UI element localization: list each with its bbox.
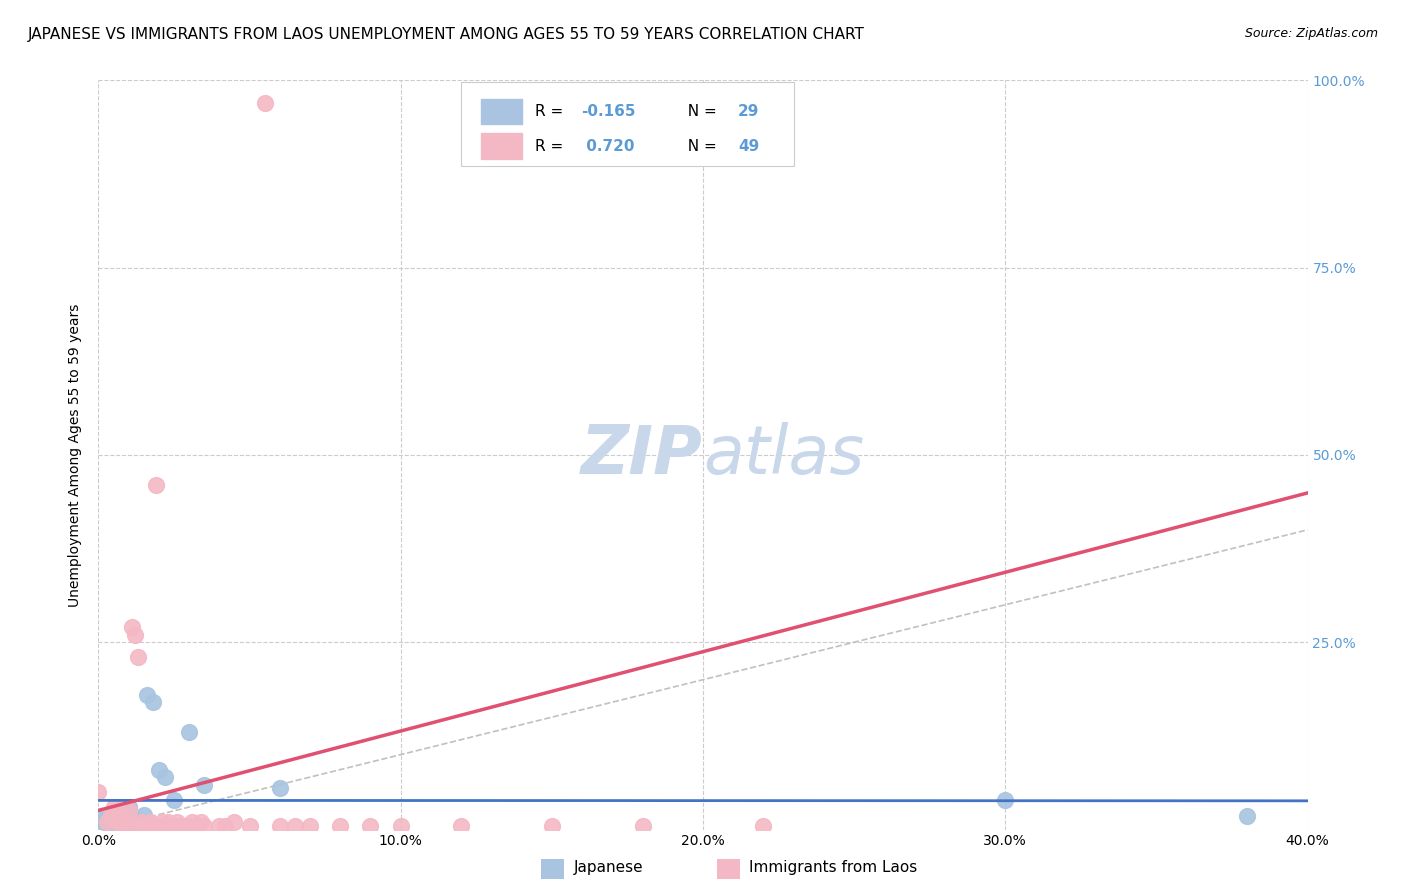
Text: ZIP: ZIP	[581, 422, 703, 488]
Point	[166, 815, 188, 830]
Point	[118, 804, 141, 818]
Point	[127, 815, 149, 830]
Point	[208, 819, 231, 833]
Point	[103, 800, 125, 814]
Text: N =: N =	[678, 139, 721, 153]
Point	[163, 792, 186, 806]
Point	[156, 815, 179, 830]
Text: 49: 49	[738, 139, 759, 153]
Point	[111, 815, 134, 830]
Point	[193, 819, 215, 833]
Text: 29: 29	[738, 104, 759, 120]
Point	[631, 819, 654, 833]
Point	[111, 819, 134, 833]
Point	[239, 819, 262, 833]
Point	[172, 819, 194, 833]
Point	[142, 819, 165, 833]
Point	[224, 815, 246, 830]
Point	[118, 800, 141, 814]
Point	[190, 815, 212, 830]
Point	[108, 807, 131, 822]
Point	[105, 815, 128, 830]
Point	[153, 819, 176, 833]
Y-axis label: Unemployment Among Ages 55 to 59 years: Unemployment Among Ages 55 to 59 years	[69, 303, 83, 607]
Point	[169, 819, 191, 833]
Point	[108, 807, 131, 822]
Point	[284, 819, 307, 833]
Point	[121, 620, 143, 634]
Text: -0.165: -0.165	[581, 104, 636, 120]
Point	[127, 650, 149, 665]
Point	[269, 819, 291, 833]
Point	[127, 819, 149, 833]
FancyBboxPatch shape	[481, 134, 522, 159]
Point	[269, 781, 291, 796]
Point	[114, 811, 136, 825]
Point	[111, 804, 134, 818]
Point	[540, 819, 562, 833]
Text: Japanese: Japanese	[574, 860, 644, 874]
Point	[160, 819, 183, 833]
Point	[118, 815, 141, 830]
Point	[148, 763, 170, 777]
Point	[87, 785, 110, 799]
Point	[108, 814, 131, 828]
FancyBboxPatch shape	[481, 99, 522, 125]
Point	[758, 95, 780, 110]
Point	[450, 819, 472, 833]
Point	[124, 628, 146, 642]
Point	[132, 807, 155, 822]
Point	[214, 819, 236, 833]
Point	[148, 819, 170, 833]
Point	[114, 815, 136, 830]
Point	[181, 815, 204, 830]
Point	[96, 815, 118, 830]
Point	[96, 811, 118, 825]
Point	[193, 778, 215, 792]
Point	[135, 819, 157, 833]
Point	[163, 819, 186, 833]
Point	[389, 819, 412, 833]
Point	[100, 815, 122, 830]
Point	[100, 807, 122, 822]
Point	[253, 95, 276, 110]
Text: atlas: atlas	[703, 422, 865, 488]
Point	[145, 478, 167, 492]
Point	[132, 819, 155, 833]
Point	[129, 815, 152, 830]
Point	[153, 770, 176, 784]
Point	[752, 819, 775, 833]
Point	[994, 792, 1017, 806]
Text: JAPANESE VS IMMIGRANTS FROM LAOS UNEMPLOYMENT AMONG AGES 55 TO 59 YEARS CORRELAT: JAPANESE VS IMMIGRANTS FROM LAOS UNEMPLO…	[28, 27, 865, 42]
Point	[87, 811, 110, 825]
Point	[105, 811, 128, 825]
Point	[150, 815, 173, 830]
Point	[360, 819, 382, 833]
Point	[135, 688, 157, 702]
Point	[139, 815, 162, 830]
Point	[179, 819, 201, 833]
Point	[142, 695, 165, 709]
Point	[124, 811, 146, 825]
Point	[103, 814, 125, 828]
Point	[187, 819, 209, 833]
Text: 0.720: 0.720	[581, 139, 634, 153]
Point	[329, 819, 352, 833]
Point	[299, 819, 322, 833]
Text: R =: R =	[534, 139, 568, 153]
FancyBboxPatch shape	[461, 82, 793, 167]
Point	[93, 815, 115, 830]
Point	[121, 815, 143, 830]
Text: Source: ZipAtlas.com: Source: ZipAtlas.com	[1244, 27, 1378, 40]
Point	[1236, 809, 1258, 823]
Text: Immigrants from Laos: Immigrants from Laos	[749, 860, 918, 874]
Point	[103, 807, 125, 822]
Text: N =: N =	[678, 104, 721, 120]
Point	[105, 815, 128, 830]
Text: R =: R =	[534, 104, 568, 120]
Point	[179, 725, 201, 739]
